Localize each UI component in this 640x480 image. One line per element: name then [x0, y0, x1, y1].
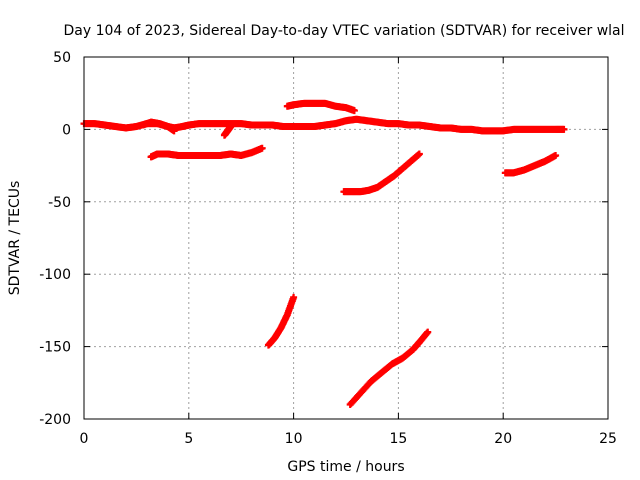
y-tick-label: 0: [62, 122, 71, 138]
series-group: [264, 293, 298, 349]
x-tick-label: 10: [285, 431, 303, 447]
x-tick-label: 15: [389, 431, 407, 447]
series-group: [501, 151, 560, 177]
x-tick-label: 5: [184, 431, 193, 447]
x-tick-label: 25: [599, 431, 617, 447]
data-point: [350, 107, 358, 115]
series-group: [340, 150, 423, 196]
data-point: [424, 328, 432, 336]
series-group: [220, 123, 235, 139]
data-point: [552, 151, 560, 159]
data-point: [227, 123, 235, 131]
data-point: [290, 293, 298, 301]
y-tick-label: -50: [48, 195, 71, 211]
series-group: [346, 328, 432, 409]
data-point: [170, 127, 178, 135]
x-tick-label: 20: [494, 431, 512, 447]
y-tick-label: -200: [39, 412, 71, 428]
data-point: [560, 125, 568, 133]
y-axis-label: SDTVAR / TECUs: [7, 181, 23, 296]
y-tick-label: -150: [39, 340, 71, 356]
tick-labels: 0 5 10 15 20 25 50 0 -50 -100 -150 -200: [39, 50, 617, 447]
y-tick-label: -100: [39, 267, 71, 283]
data-point: [258, 144, 266, 152]
y-tick-label: 50: [53, 50, 71, 66]
chart-title: Day 104 of 2023, Sidereal Day-to-day VTE…: [63, 23, 624, 39]
plot-frame: [83, 56, 609, 420]
series-group: [139, 118, 178, 135]
series-group: [147, 144, 266, 161]
x-axis-label: GPS time / hours: [287, 459, 404, 475]
series-group: [283, 99, 358, 115]
x-tick-label: 0: [80, 431, 89, 447]
data-points: [80, 99, 568, 409]
data-point: [415, 150, 423, 158]
